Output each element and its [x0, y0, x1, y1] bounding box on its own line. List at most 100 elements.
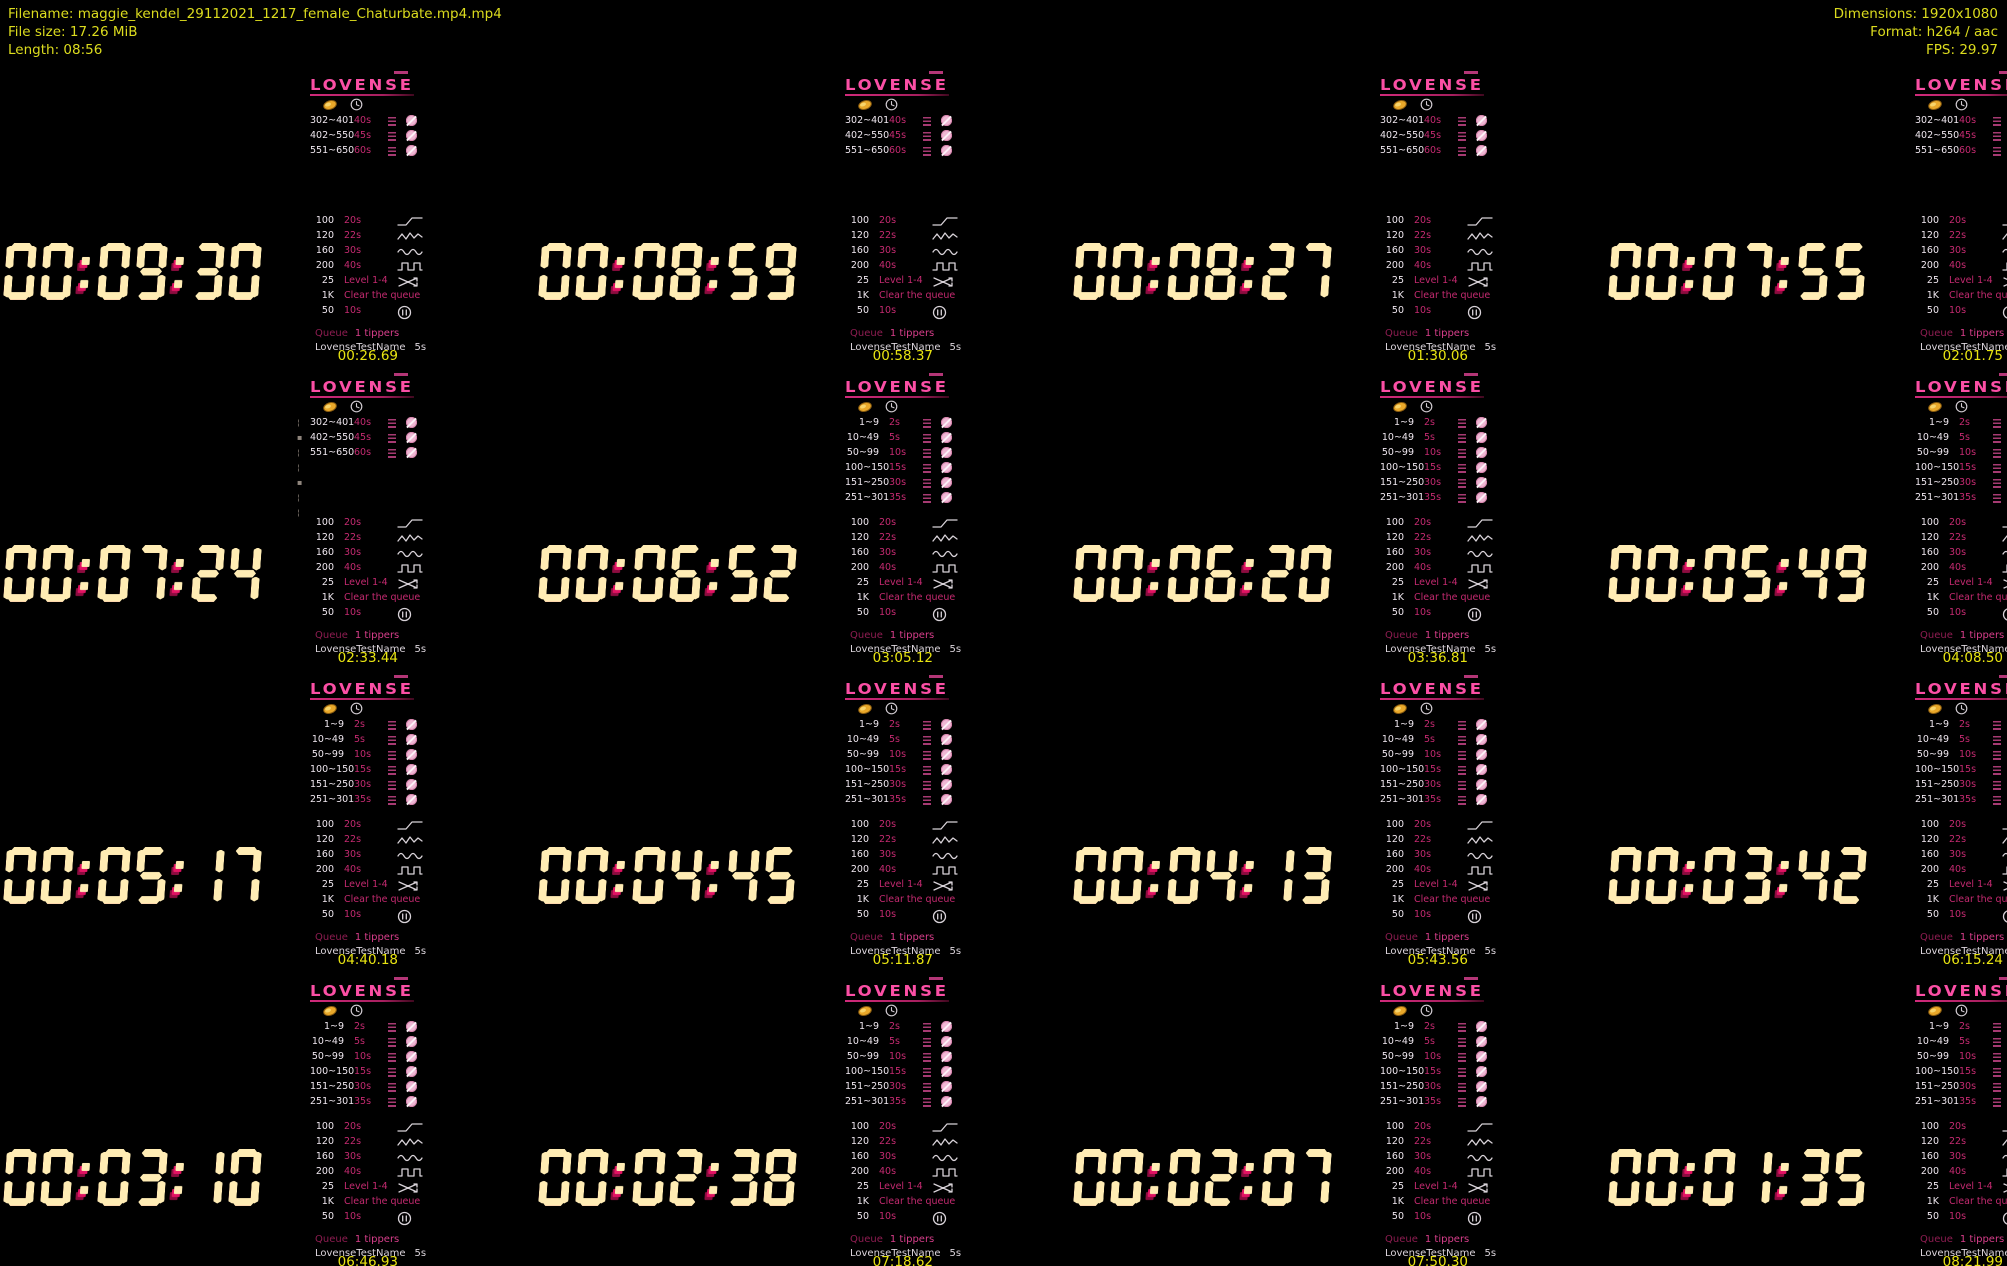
lovense-logo: LOVENSE — [310, 680, 414, 698]
tip-tier-range: 302~401 — [845, 115, 890, 126]
tip-tier-range: 100~150 — [1915, 1066, 1960, 1077]
countdown-clock — [538, 545, 797, 602]
tip-duration: 2s — [1959, 719, 1970, 730]
digit-segment — [691, 879, 701, 902]
video-frame-6: LOVENSE 1~9 2s 10~49 5s 50~99 10s 100~150 15s 151… — [535, 359, 1072, 666]
tip-duration: 15s — [1959, 764, 1977, 775]
pattern-value: 40s — [1949, 1166, 1967, 1177]
tip-duration: 2s — [889, 719, 900, 730]
colon-dot — [708, 582, 718, 590]
pattern-amount: 160 — [1920, 547, 1939, 558]
brand-divider — [845, 1000, 949, 1002]
clock-digit — [632, 545, 666, 602]
pattern-value: Clear the queue — [1949, 592, 2007, 603]
tip-tier-range: 10~49 — [1916, 734, 1949, 745]
digit-segment — [1798, 548, 1808, 571]
clock-digit — [1645, 545, 1679, 602]
digit-segment — [1167, 275, 1177, 298]
blocked-icon — [1476, 447, 1487, 458]
digit-segment — [1647, 548, 1657, 571]
digit-segment — [1726, 1152, 1736, 1175]
colon-dot — [173, 280, 183, 288]
pattern-amount: 200 — [850, 864, 869, 875]
queue-value: 1 tippers — [354, 1234, 400, 1245]
clock-digit — [1110, 243, 1144, 300]
clock-digit — [1702, 243, 1736, 300]
tipper-value: 5s — [949, 946, 962, 957]
pattern-row: 200 40s — [845, 260, 1005, 275]
digit-segment — [750, 1152, 760, 1175]
blocked-icon — [941, 477, 952, 488]
digit-segment — [562, 1152, 572, 1175]
tipper-name: LovenseTestName — [1920, 644, 2007, 655]
colon-dot — [1149, 1186, 1159, 1194]
brand-accent-bar — [1999, 373, 2007, 376]
list-icon — [923, 781, 931, 790]
pattern-amount: 120 — [315, 834, 334, 845]
clock-digit — [40, 1149, 74, 1206]
tip-menu-row: 151~250 30s — [845, 477, 1005, 492]
digit-segment — [1302, 896, 1325, 904]
pattern-amount: 160 — [315, 849, 334, 860]
countdown-clock — [1073, 243, 1332, 300]
clock-digit — [1833, 545, 1867, 602]
pattern-value: 10s — [1949, 1211, 1967, 1222]
list-icon — [1993, 1023, 2001, 1032]
tip-menu-row: 50~99 10s — [845, 447, 1005, 462]
tip-duration: 2s — [889, 1021, 900, 1032]
pattern-row: 50 10s — [1380, 305, 1540, 320]
pattern-row: 200 40s — [1380, 562, 1540, 577]
clock-digit — [1204, 847, 1238, 904]
pattern-row: 120 22s — [310, 532, 470, 547]
tip-tier-range: 10~49 — [846, 1036, 879, 1047]
brand-accent-bar — [1464, 977, 1478, 980]
blocked-icon — [1476, 145, 1487, 156]
blocked-icon — [406, 1036, 417, 1047]
brand-divider — [1380, 396, 1484, 398]
pattern-row: 50 10s — [1380, 1211, 1540, 1226]
tip-menu-row: 100~150 15s — [1380, 462, 1540, 477]
digit-segment — [538, 1181, 548, 1204]
digit-segment — [1857, 548, 1867, 571]
digit-segment — [1208, 1198, 1231, 1206]
pattern-value: 30s — [1949, 1151, 1967, 1162]
tip-tier-range: 100~150 — [1915, 462, 1960, 473]
pattern-row: 25 Level 1-4 — [845, 1181, 1005, 1196]
tip-tier-range: 100~150 — [1380, 462, 1425, 473]
tip-tier-range: 251~301 — [1915, 492, 1960, 503]
list-icon — [1458, 1098, 1466, 1107]
tip-tier-range: 50~99 — [846, 749, 879, 760]
colon-dot — [79, 280, 89, 288]
digit-segment — [230, 1152, 240, 1175]
blocked-icon — [941, 492, 952, 503]
pattern-value: 30s — [879, 547, 897, 558]
digit-segment — [197, 268, 220, 276]
list-icon — [388, 1068, 396, 1077]
digit-segment — [1702, 275, 1712, 298]
digit-segment — [671, 850, 681, 873]
pattern-row: 25 Level 1-4 — [845, 879, 1005, 894]
pattern-row: 100 20s — [1915, 517, 2007, 532]
list-icon — [1458, 1053, 1466, 1062]
digit-segment — [1743, 896, 1766, 904]
tip-menu-row: 1~9 2s — [1915, 1021, 2007, 1036]
clock-digit — [632, 1149, 666, 1206]
clock-digit — [40, 545, 74, 602]
pattern-row: 50 10s — [1380, 607, 1540, 622]
pattern-row: 160 30s — [310, 1151, 470, 1166]
clock-digit — [1167, 847, 1201, 904]
digit-segment — [1800, 1198, 1823, 1206]
tipper-value: 5s — [414, 1248, 427, 1259]
tip-tier-range: 551~650 — [310, 447, 355, 458]
digit-segment — [158, 246, 168, 269]
blocked-icon — [406, 1081, 417, 1092]
tip-duration: 35s — [1424, 1096, 1442, 1107]
digit-segment — [250, 879, 260, 902]
tipper-name: LovenseTestName — [850, 342, 941, 353]
blocked-icon — [1476, 1021, 1487, 1032]
queue-value: 1 tippers — [1424, 932, 1470, 943]
pattern-amount: 25 — [1926, 1181, 1939, 1192]
digit-segment — [40, 275, 50, 298]
colon-dot — [1243, 1186, 1253, 1194]
pattern-row: 160 30s — [1915, 547, 2007, 562]
